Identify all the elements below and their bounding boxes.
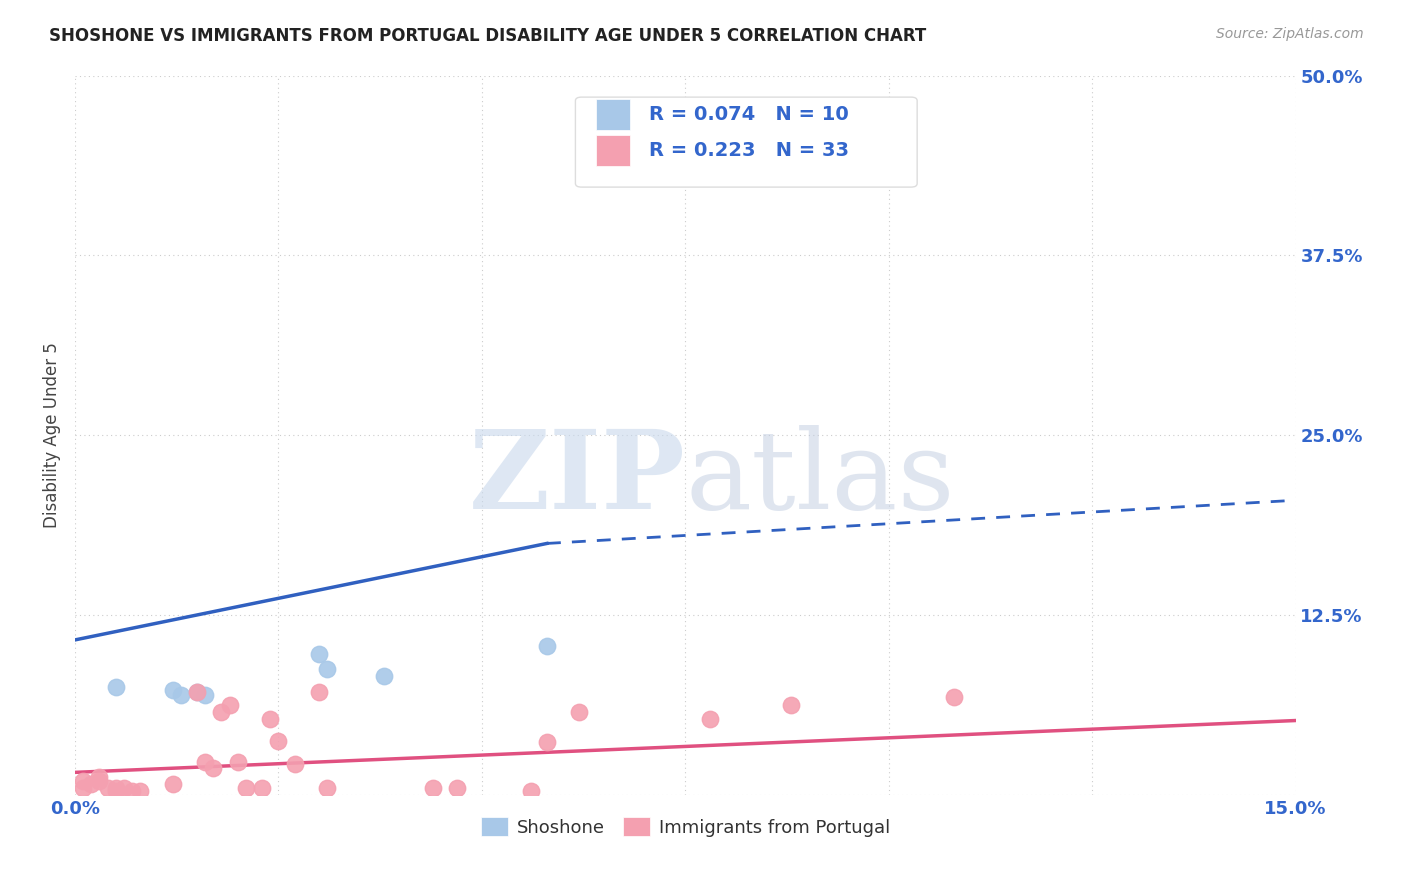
Point [104,784,127,798]
Point [308,684,330,698]
Point [186,684,208,698]
Point [536,735,558,749]
Y-axis label: Disability Age Under 5: Disability Age Under 5 [44,343,60,528]
Point [519,784,541,798]
Point [316,781,339,796]
Point [568,705,591,719]
Point [129,784,152,798]
Point [308,648,330,662]
Point [170,688,193,702]
Text: R = 0.074   N = 10: R = 0.074 N = 10 [648,105,848,124]
Point [104,681,127,695]
Point [194,688,217,702]
Point [104,781,127,796]
Point [72,781,94,796]
Point [162,683,184,698]
Point [202,761,225,775]
Text: Source: ZipAtlas.com: Source: ZipAtlas.com [1216,27,1364,41]
Point [186,684,208,698]
FancyBboxPatch shape [575,97,917,187]
Point [284,756,307,771]
Point [250,781,273,796]
Text: atlas: atlas [685,425,955,533]
Point [162,777,184,791]
Point [72,774,94,789]
Point [96,781,118,796]
Point [194,756,217,770]
Point [121,784,143,798]
Point [699,712,721,726]
Point [259,712,281,726]
Point [373,669,395,683]
Legend: Shoshone, Immigrants from Portugal: Shoshone, Immigrants from Portugal [474,810,897,844]
Point [226,756,249,770]
Point [780,698,803,712]
Point [536,639,558,653]
Point [89,770,111,784]
Point [267,733,290,747]
Text: R = 0.223   N = 33: R = 0.223 N = 33 [648,141,849,160]
Point [80,777,103,791]
Bar [596,136,630,166]
Bar [596,99,630,129]
Point [89,774,111,789]
Point [218,698,240,712]
Point [235,781,257,796]
Point [316,662,339,676]
Point [942,690,965,705]
Text: ZIP: ZIP [468,425,685,533]
Text: SHOSHONE VS IMMIGRANTS FROM PORTUGAL DISABILITY AGE UNDER 5 CORRELATION CHART: SHOSHONE VS IMMIGRANTS FROM PORTUGAL DIS… [49,27,927,45]
Point [446,781,468,796]
Point [112,781,135,796]
Point [690,112,713,126]
Point [211,705,233,719]
Point [422,781,444,796]
